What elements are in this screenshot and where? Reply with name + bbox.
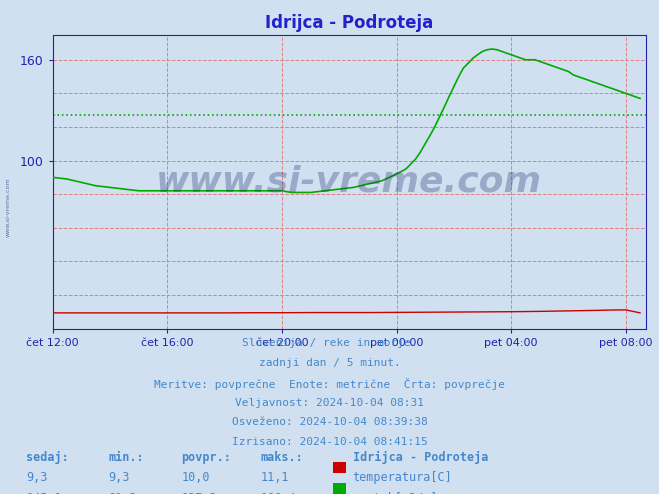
Text: www.si-vreme.com: www.si-vreme.com (156, 165, 542, 199)
Text: min.:: min.: (109, 451, 144, 463)
Text: 81,2: 81,2 (109, 492, 137, 494)
Text: 9,3: 9,3 (26, 471, 47, 484)
Text: 11,1: 11,1 (260, 471, 289, 484)
Text: 145,1: 145,1 (26, 492, 62, 494)
Text: temperatura[C]: temperatura[C] (353, 471, 452, 484)
Text: 10,0: 10,0 (181, 471, 210, 484)
Text: Veljavnost: 2024-10-04 08:31: Veljavnost: 2024-10-04 08:31 (235, 398, 424, 408)
Text: pretok[m3/s]: pretok[m3/s] (353, 492, 438, 494)
Text: Meritve: povprečne  Enote: metrične  Črta: povprečje: Meritve: povprečne Enote: metrične Črta:… (154, 378, 505, 390)
Text: 127,2: 127,2 (181, 492, 217, 494)
Text: povpr.:: povpr.: (181, 451, 231, 463)
Text: Osveženo: 2024-10-04 08:39:38: Osveženo: 2024-10-04 08:39:38 (231, 417, 428, 427)
Text: Izrisano: 2024-10-04 08:41:15: Izrisano: 2024-10-04 08:41:15 (231, 437, 428, 447)
Text: Slovenija / reke in morje.: Slovenija / reke in morje. (242, 338, 417, 348)
Text: zadnji dan / 5 minut.: zadnji dan / 5 minut. (258, 358, 401, 368)
Title: Idrijca - Podroteja: Idrijca - Podroteja (265, 14, 434, 32)
Text: www.si-vreme.com: www.si-vreme.com (5, 178, 11, 237)
Text: sedaj:: sedaj: (26, 451, 69, 463)
Text: maks.:: maks.: (260, 451, 303, 463)
Text: Idrijca - Podroteja: Idrijca - Podroteja (353, 451, 488, 464)
Text: 9,3: 9,3 (109, 471, 130, 484)
Text: 166,4: 166,4 (260, 492, 296, 494)
